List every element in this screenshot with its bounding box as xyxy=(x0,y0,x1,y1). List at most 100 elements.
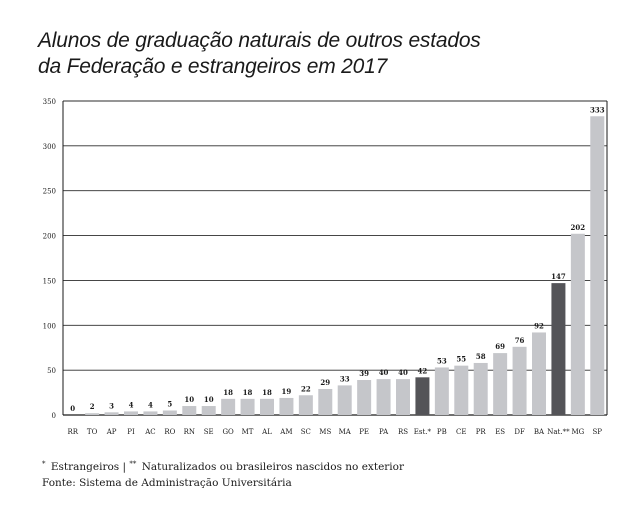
footnote-naturalizados: Naturalizados ou brasileiros nascidos no… xyxy=(138,461,405,473)
bar-to xyxy=(85,413,100,415)
x-tick-label-sp: SP xyxy=(593,428,603,436)
y-tick-label-300: 300 xyxy=(43,143,56,151)
value-label-rr: 0 xyxy=(70,404,75,413)
bar-go xyxy=(221,398,236,415)
value-label-am: 19 xyxy=(282,387,292,396)
bar-df xyxy=(512,346,527,415)
bar-pa xyxy=(376,379,391,415)
value-label-se: 10 xyxy=(204,395,214,404)
x-tick-label-to: TO xyxy=(87,428,98,436)
value-label-sc: 22 xyxy=(301,384,311,393)
value-label-pa: 40 xyxy=(379,368,389,377)
x-tick-label-se: SE xyxy=(204,428,214,436)
x-tick-label-mt: MT xyxy=(242,428,254,436)
bar-pi xyxy=(124,411,138,415)
footnote-legend: * Estrangeiros | ** Naturalizados ou bra… xyxy=(42,456,622,475)
bar-ba xyxy=(532,332,546,415)
x-tick-label-mg: MG xyxy=(571,428,584,436)
bar-ro xyxy=(162,410,177,415)
value-label-al: 18 xyxy=(262,388,272,397)
value-label-to: 2 xyxy=(90,402,95,411)
x-tick-label-ac: AC xyxy=(144,428,155,436)
value-label-es: 69 xyxy=(495,342,505,351)
chart-title: Alunos de graduação naturais de outros e… xyxy=(38,28,598,80)
value-label-est: 42 xyxy=(418,366,428,375)
bar-mt xyxy=(240,398,255,415)
value-label-pe: 39 xyxy=(359,369,369,378)
y-tick-label-200: 200 xyxy=(43,233,56,241)
x-tick-label-ce: CE xyxy=(456,428,466,436)
bar-pb xyxy=(434,367,449,415)
value-label-sp: 333 xyxy=(590,105,605,114)
footnote-source: Fonte: Sistema de Administração Universi… xyxy=(42,477,292,489)
value-label-ma: 33 xyxy=(340,374,350,383)
x-tick-label-rs: RS xyxy=(398,428,408,436)
value-label-nat: 147 xyxy=(551,272,566,281)
y-tick-label-350: 350 xyxy=(43,98,56,106)
bar-es xyxy=(493,353,508,415)
bar-ac xyxy=(143,411,158,415)
x-tick-label-rn: RN xyxy=(184,428,195,436)
x-tick-label-pr: PR xyxy=(476,428,487,436)
x-tick-label-go: GO xyxy=(222,428,234,436)
chart-title-line-2: da Federação e estrangeiros em 2017 xyxy=(38,55,388,78)
bar-pr xyxy=(473,362,488,415)
y-tick-label-250: 250 xyxy=(43,188,56,196)
value-label-pr: 58 xyxy=(476,352,486,361)
x-tick-label-est: Est.* xyxy=(414,428,432,436)
x-tick-label-pe: PE xyxy=(359,428,369,436)
bar-ms xyxy=(318,388,333,415)
chart-footnotes: * Estrangeiros | ** Naturalizados ou bra… xyxy=(42,456,622,491)
footnote-mark-2: ** xyxy=(129,460,137,468)
bar-chart: 0 50 100 150 200 250 300 350 0 RR 2 TO 3 AP 4 PI 4 AC 5 RO 1… xyxy=(43,98,608,436)
x-tick-label-am: AM xyxy=(279,428,292,436)
chart-title-line-1: Alunos de graduação naturais de outros e… xyxy=(38,29,481,52)
bar-se xyxy=(201,406,216,415)
footnote-estrangeiros: Estrangeiros | xyxy=(47,461,130,473)
bar-sc xyxy=(298,395,313,415)
bar-rs xyxy=(396,379,410,415)
footnote-mark-1: * xyxy=(42,460,46,468)
value-label-ms: 29 xyxy=(320,378,330,387)
x-tick-label-ro: RO xyxy=(164,428,175,436)
x-tick-label-al: AL xyxy=(261,428,272,436)
bar-am xyxy=(279,397,294,415)
value-label-ap: 3 xyxy=(109,401,114,410)
y-tick-label-100: 100 xyxy=(43,322,56,330)
bar-pe xyxy=(357,380,372,415)
value-label-pb: 53 xyxy=(437,356,447,365)
bar-nat xyxy=(551,283,566,415)
value-label-pi: 4 xyxy=(129,400,134,409)
bar-rn xyxy=(182,406,197,415)
bar-sp xyxy=(590,116,605,415)
bar-ma xyxy=(337,385,352,415)
value-label-mt: 18 xyxy=(243,388,253,397)
value-label-ce: 55 xyxy=(456,355,466,364)
y-tick-label-0: 0 xyxy=(52,412,56,420)
value-label-rn: 10 xyxy=(184,395,194,404)
x-tick-label-ma: MA xyxy=(339,428,352,436)
bar-mg xyxy=(570,233,585,415)
x-tick-label-nat: Nat.** xyxy=(547,428,570,436)
x-tick-label-ap: AP xyxy=(106,428,117,436)
x-tick-label-pa: PA xyxy=(379,428,389,436)
x-tick-label-ba: BA xyxy=(534,428,545,436)
bar-al xyxy=(260,398,274,415)
y-tick-label-50: 50 xyxy=(47,367,56,375)
bar-est xyxy=(415,377,430,415)
x-tick-label-ms: MS xyxy=(319,428,331,436)
x-tick-label-df: DF xyxy=(514,428,525,436)
value-label-go: 18 xyxy=(223,388,233,397)
x-tick-label-pi: PI xyxy=(127,428,135,436)
x-tick-label-sc: SC xyxy=(301,428,311,436)
value-label-rs: 40 xyxy=(398,368,408,377)
x-tick-label-rr: RR xyxy=(67,428,78,436)
value-label-df: 76 xyxy=(515,336,525,345)
bar-ap xyxy=(104,412,119,415)
y-tick-label-150: 150 xyxy=(43,277,56,285)
bar-ce xyxy=(454,365,469,415)
x-tick-label-pb: PB xyxy=(437,428,447,436)
value-label-ro: 5 xyxy=(167,400,172,409)
value-label-ac: 4 xyxy=(148,400,153,409)
x-tick-label-es: ES xyxy=(495,428,505,436)
